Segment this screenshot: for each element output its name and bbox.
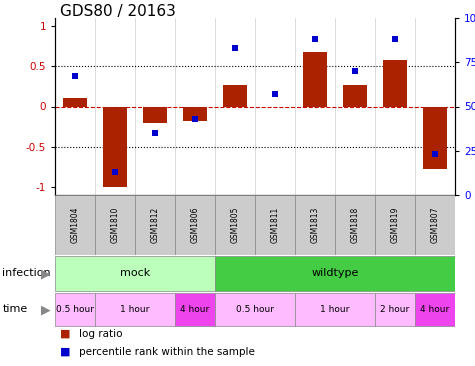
Text: GSM1811: GSM1811 [270, 207, 279, 243]
Bar [375, 293, 415, 326]
Point [391, 36, 399, 42]
Text: GSM1804: GSM1804 [70, 207, 79, 243]
Point [151, 130, 159, 136]
Bar [63, 98, 87, 107]
Bar [295, 293, 375, 326]
Point [351, 68, 359, 74]
Text: ■: ■ [60, 329, 70, 339]
Text: 4 hour: 4 hour [420, 305, 450, 314]
Bar [335, 195, 375, 255]
Bar [295, 195, 335, 255]
Point [191, 116, 199, 122]
Text: 1 hour: 1 hour [320, 305, 350, 314]
Text: 0.5 hour: 0.5 hour [236, 305, 274, 314]
Bar [215, 256, 455, 291]
Bar [375, 195, 415, 255]
Bar [175, 293, 215, 326]
Text: percentile rank within the sample: percentile rank within the sample [79, 347, 255, 357]
Text: GSM1812: GSM1812 [151, 207, 160, 243]
Bar [303, 52, 327, 107]
Bar [343, 85, 367, 107]
Bar [223, 85, 247, 107]
Point [271, 91, 279, 97]
Text: ■: ■ [60, 347, 70, 357]
Text: wildtype: wildtype [311, 269, 359, 279]
Text: time: time [2, 305, 28, 314]
Bar [183, 107, 207, 121]
Text: infection: infection [2, 269, 51, 279]
Text: 1 hour: 1 hour [120, 305, 150, 314]
Bar [95, 195, 135, 255]
Bar [55, 293, 95, 326]
Text: ▶: ▶ [41, 267, 50, 280]
Bar [95, 293, 175, 326]
Text: GSM1810: GSM1810 [111, 207, 120, 243]
Text: GDS80 / 20163: GDS80 / 20163 [60, 4, 176, 19]
Text: GSM1818: GSM1818 [351, 207, 360, 243]
Bar [383, 60, 407, 107]
Bar [415, 195, 455, 255]
Text: mock: mock [120, 269, 150, 279]
Bar [255, 195, 295, 255]
Point [231, 45, 239, 51]
Text: 2 hour: 2 hour [380, 305, 409, 314]
Bar [415, 293, 455, 326]
Text: GSM1813: GSM1813 [311, 207, 320, 243]
Bar [215, 293, 295, 326]
Bar [55, 256, 215, 291]
Text: GSM1805: GSM1805 [230, 207, 239, 243]
Bar [135, 195, 175, 255]
Text: GSM1807: GSM1807 [430, 207, 439, 243]
Point [431, 152, 439, 157]
Bar [423, 107, 447, 169]
Point [111, 169, 119, 175]
Point [71, 74, 79, 79]
Bar [215, 195, 255, 255]
Bar [55, 195, 95, 255]
Point [311, 36, 319, 42]
Text: 0.5 hour: 0.5 hour [56, 305, 94, 314]
Text: ▶: ▶ [41, 303, 50, 316]
Text: GSM1806: GSM1806 [190, 207, 200, 243]
Bar [143, 107, 167, 123]
Text: GSM1819: GSM1819 [390, 207, 399, 243]
Text: log ratio: log ratio [79, 329, 122, 339]
Text: 4 hour: 4 hour [180, 305, 209, 314]
Bar [175, 195, 215, 255]
Bar [103, 107, 127, 187]
